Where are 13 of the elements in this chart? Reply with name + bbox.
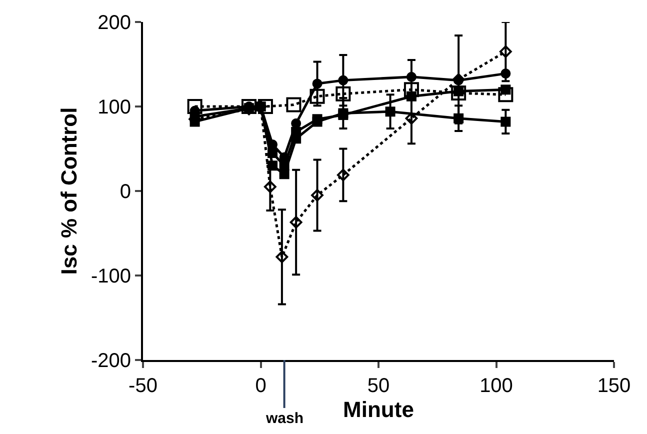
x-axis-title: Minute <box>343 397 414 422</box>
text: wash <box>265 410 304 427</box>
x-tick-label: 0 <box>255 375 266 397</box>
x-tick-label: 150 <box>597 375 631 397</box>
y-tick-label: 200 <box>98 12 131 34</box>
x-tick-label: -50 <box>128 375 158 397</box>
y-tick-label: -200 <box>90 350 131 372</box>
y-axis-title: Isc % of Control <box>56 107 82 275</box>
x-tick-label: 50 <box>367 375 390 397</box>
y-tick-label: -100 <box>90 266 131 288</box>
y-tick-label: 100 <box>98 96 131 118</box>
y-tick-label: 0 <box>120 181 131 203</box>
x-tick-label: 100 <box>480 375 513 397</box>
